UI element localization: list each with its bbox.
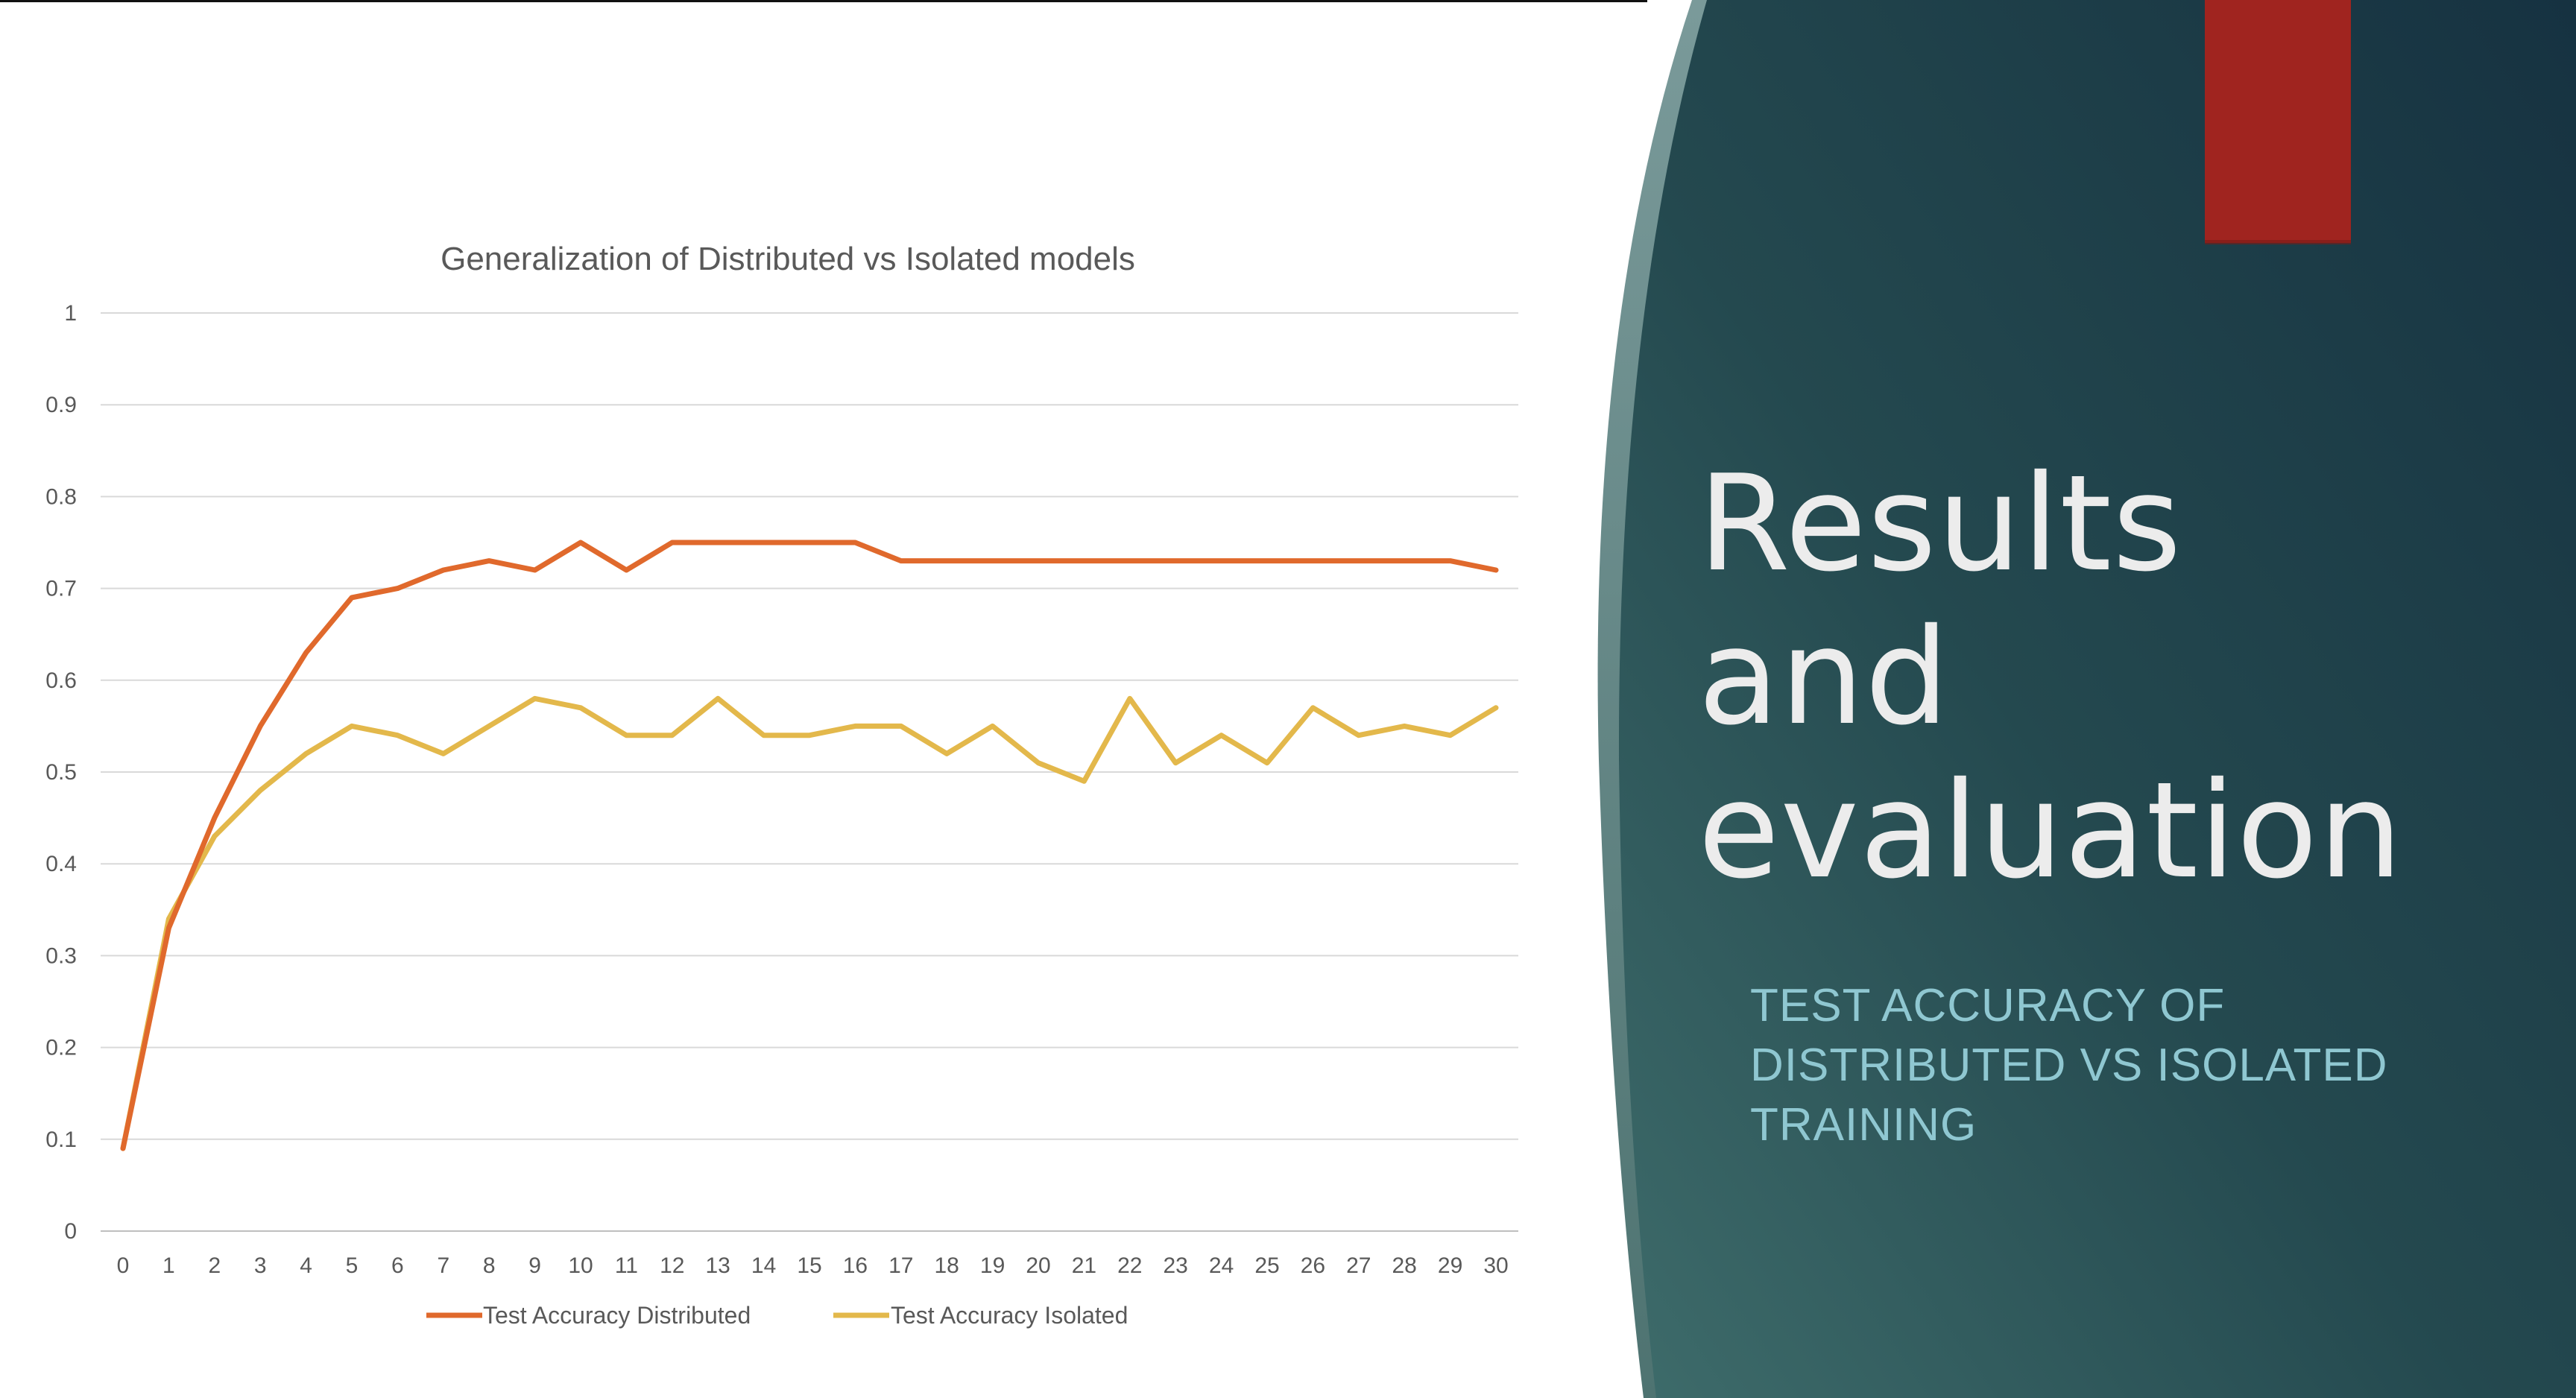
slide-title-line-3: evaluation — [1698, 753, 2404, 908]
x-tick-label: 8 — [483, 1253, 496, 1278]
x-tick-label: 11 — [615, 1253, 638, 1278]
y-tick-label: 0.6 — [45, 668, 77, 693]
x-tick-label: 26 — [1301, 1253, 1325, 1278]
x-tick-label: 6 — [391, 1253, 404, 1278]
x-tick-label: 12 — [660, 1253, 684, 1278]
x-tick-label: 25 — [1254, 1253, 1279, 1278]
series-line — [120, 695, 1499, 1151]
x-tick-label: 22 — [1117, 1253, 1142, 1278]
y-tick-label: 0.3 — [45, 943, 77, 968]
series-line — [120, 540, 1499, 1151]
slide-subtitle: TEST ACCURACY OF DISTRIBUTED VS ISOLATED… — [1750, 976, 2496, 1155]
x-tick-label: 27 — [1346, 1253, 1371, 1278]
top-border — [0, 0, 1647, 2]
legend: Test Accuracy Distributed Test Accuracy I… — [426, 1302, 1128, 1329]
slide-title: Results and evaluation — [1698, 447, 2518, 908]
teal-panel-main — [1618, 0, 2576, 1398]
x-axis-ticks: 0 1 2 3 4 5 6 7 8 9 10 11 12 13 14 15 16 17 18 19 20 21 22 23 24… — [117, 1253, 1509, 1278]
x-tick-label: 7 — [437, 1253, 449, 1278]
y-tick-label: 0.1 — [45, 1127, 77, 1152]
x-tick-label: 29 — [1438, 1253, 1462, 1278]
y-tick-label: 0.7 — [45, 577, 77, 601]
x-tick-label: 3 — [254, 1253, 267, 1278]
x-tick-label: 28 — [1392, 1253, 1417, 1278]
slide-title-line-2: and — [1698, 600, 1950, 754]
slide-subtitle-line-1: TEST ACCURACY OF — [1750, 980, 2226, 1031]
x-tick-label: 5 — [346, 1253, 359, 1278]
x-tick-label: 20 — [1026, 1253, 1050, 1278]
slide-subtitle-line-2: DISTRIBUTED VS ISOLATED — [1750, 1040, 2388, 1091]
x-tick-label: 0 — [117, 1253, 130, 1278]
y-tick-label: 1 — [64, 301, 77, 326]
x-tick-label: 9 — [528, 1253, 541, 1278]
red-accent-shadow — [2205, 240, 2351, 244]
x-tick-label: 17 — [888, 1253, 913, 1278]
legend-label: Test Accuracy Distributed — [483, 1302, 751, 1329]
x-tick-label: 23 — [1164, 1253, 1188, 1278]
y-axis-ticks: 0 0.1 0.2 0.3 0.4 0.5 0.6 0.7 0.8 0.9 1 — [45, 301, 77, 1244]
x-tick-label: 2 — [208, 1253, 221, 1278]
x-tick-label: 30 — [1483, 1253, 1508, 1278]
x-tick-label: 21 — [1072, 1253, 1096, 1278]
chart-title: Generalization of Distributed vs Isolate… — [441, 241, 1135, 277]
y-tick-label: 0 — [64, 1219, 77, 1244]
y-tick-label: 0.5 — [45, 760, 77, 785]
red-accent-bar — [2205, 0, 2351, 243]
x-tick-label: 24 — [1209, 1253, 1234, 1278]
x-tick-label: 19 — [980, 1253, 1005, 1278]
x-tick-label: 18 — [935, 1253, 959, 1278]
gridlines — [101, 312, 1518, 1232]
y-tick-label: 0.8 — [45, 484, 77, 509]
x-tick-label: 10 — [568, 1253, 593, 1278]
slide-subtitle-line-3: TRAINING — [1750, 1099, 1977, 1151]
y-tick-label: 0.2 — [45, 1036, 77, 1060]
x-tick-label: 16 — [843, 1253, 868, 1278]
x-tick-label: 1 — [162, 1253, 175, 1278]
x-tick-label: 13 — [706, 1253, 730, 1278]
x-tick-label: 15 — [797, 1253, 821, 1278]
series-lines — [120, 540, 1499, 1151]
x-tick-label: 4 — [300, 1253, 312, 1278]
y-tick-label: 0.4 — [45, 852, 77, 876]
legend-label: Test Accuracy Isolated — [891, 1302, 1128, 1329]
x-tick-label: 14 — [751, 1253, 776, 1278]
y-tick-label: 0.9 — [45, 393, 77, 417]
slide-title-line-1: Results — [1698, 446, 2182, 601]
